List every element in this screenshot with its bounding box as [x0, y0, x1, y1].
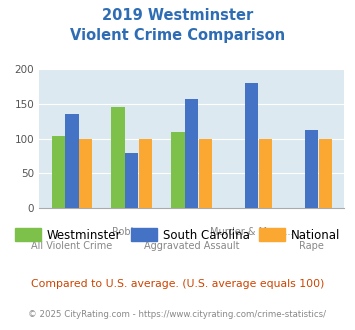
Bar	[139, 139, 152, 208]
Text: 2019 Westminster: 2019 Westminster	[102, 8, 253, 23]
Bar	[199, 139, 212, 208]
Bar	[318, 139, 332, 208]
Bar	[111, 108, 125, 208]
Text: Rape: Rape	[299, 241, 324, 251]
Bar	[125, 153, 138, 208]
Bar	[245, 83, 258, 208]
Text: © 2025 CityRating.com - https://www.cityrating.com/crime-statistics/: © 2025 CityRating.com - https://www.city…	[28, 310, 327, 319]
Text: Violent Crime Comparison: Violent Crime Comparison	[70, 28, 285, 43]
Bar	[259, 139, 272, 208]
Text: Robbery: Robbery	[111, 227, 152, 237]
Text: Murder & Mans...: Murder & Mans...	[210, 227, 293, 237]
Text: All Violent Crime: All Violent Crime	[31, 241, 113, 251]
Bar	[305, 130, 318, 208]
Text: Compared to U.S. average. (U.S. average equals 100): Compared to U.S. average. (U.S. average …	[31, 279, 324, 289]
Bar	[79, 139, 92, 208]
Legend: Westminster, South Carolina, National: Westminster, South Carolina, National	[10, 224, 345, 247]
Bar	[65, 115, 78, 208]
Text: Aggravated Assault: Aggravated Assault	[144, 241, 240, 251]
Bar	[185, 99, 198, 208]
Bar	[171, 132, 185, 208]
Bar	[51, 136, 65, 208]
